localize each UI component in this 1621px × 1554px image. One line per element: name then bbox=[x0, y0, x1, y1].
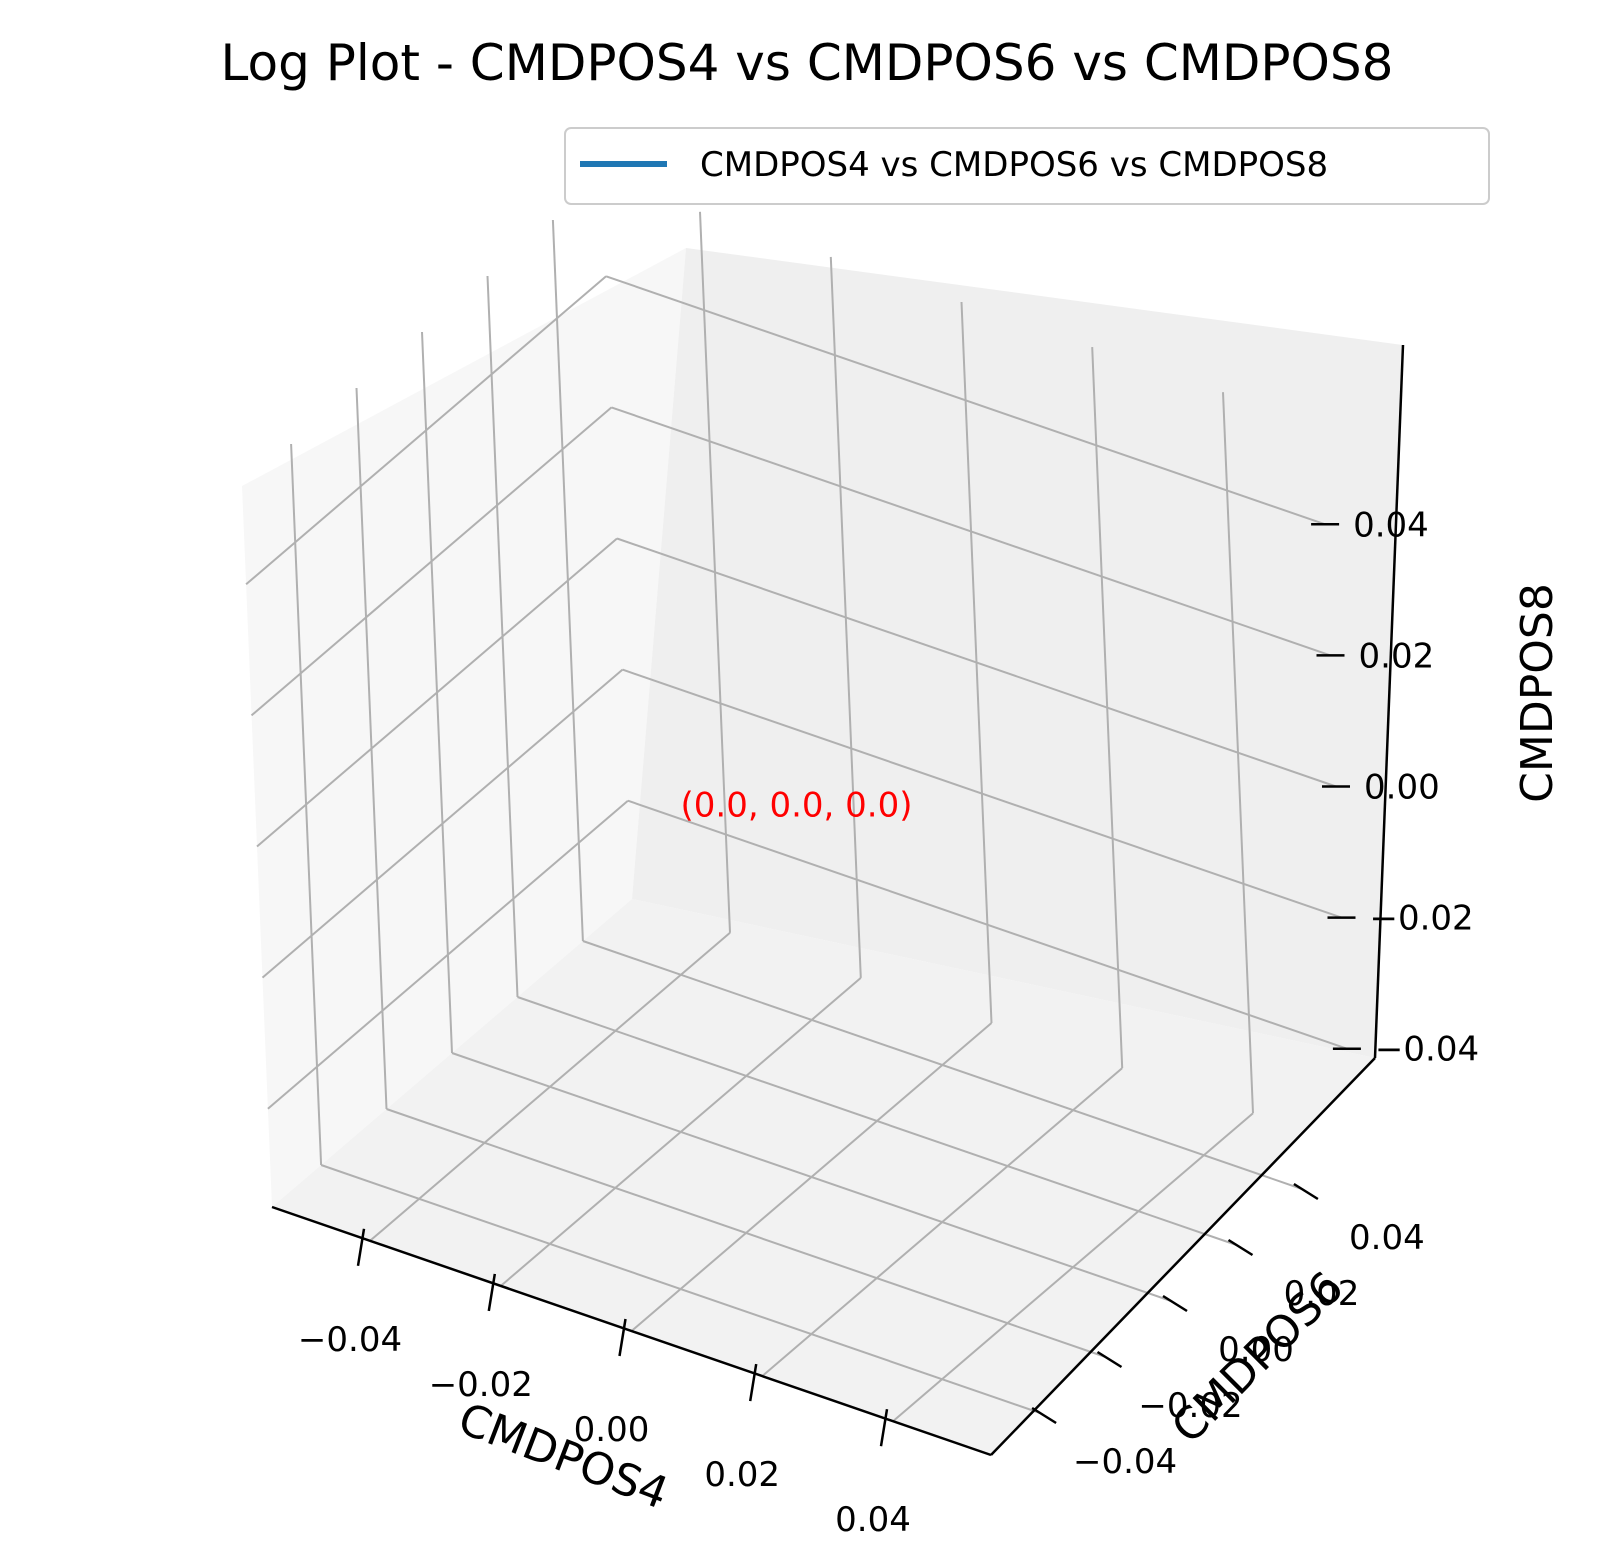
plot-ticks: −0.04 −0.04 −0.04 −0.02 −0.02 −0.02 0.00 0.00 0.… bbox=[298, 505, 1479, 1540]
grid-line-x-floor bbox=[892, 1112, 1254, 1422]
y-tick-mark bbox=[1096, 1350, 1123, 1369]
grid-line-y-floor bbox=[451, 1052, 1172, 1302]
z-tick-label: 0.00 bbox=[1364, 768, 1440, 808]
y-axis-label: CMDPOS6 bbox=[1162, 1262, 1353, 1453]
grid-line-y-floor bbox=[517, 996, 1237, 1246]
x-tick-mark bbox=[748, 1363, 758, 1402]
y-tick-label: 0.02 bbox=[1284, 1274, 1360, 1314]
y-tick-mark bbox=[1031, 1406, 1057, 1425]
grid-line-z-left bbox=[256, 537, 618, 848]
back-pane bbox=[632, 248, 1403, 1058]
x-tick-label: 0.00 bbox=[574, 1410, 650, 1450]
y-tick-mark bbox=[1293, 1182, 1319, 1201]
y-tick-label: −0.02 bbox=[1138, 1386, 1242, 1426]
z-axis-line bbox=[1373, 344, 1405, 1059]
x-tick-label: −0.04 bbox=[298, 1320, 402, 1360]
z-tick-label: −0.04 bbox=[1375, 1030, 1479, 1070]
x-tick-label: −0.02 bbox=[429, 1365, 533, 1405]
legend-box bbox=[564, 127, 1490, 205]
grid-line-z-left bbox=[250, 406, 613, 717]
grid-line-z-back bbox=[605, 275, 1326, 526]
y-tick-label: 0.00 bbox=[1218, 1330, 1294, 1370]
grid-line-x-floor bbox=[761, 1067, 1123, 1377]
point-annotation: (0.0, 0.0, 0.0) bbox=[681, 786, 913, 826]
x-tick-mark bbox=[618, 1318, 627, 1357]
z-tick-label: 0.02 bbox=[1359, 636, 1435, 676]
grid-line-z-back bbox=[611, 406, 1331, 657]
legend-series-label: CMDPOS4 vs CMDPOS6 vs CMDPOS8 bbox=[700, 145, 1328, 185]
grid-line-y-left bbox=[551, 219, 584, 942]
floor-pane bbox=[272, 899, 1375, 1455]
y-tick-label: −0.04 bbox=[1073, 1442, 1177, 1482]
left-pane bbox=[242, 248, 686, 1207]
grid-line-y-left bbox=[486, 275, 519, 998]
grid-line-x-back bbox=[1222, 392, 1254, 1114]
plot-grid bbox=[245, 211, 1348, 1422]
plot-panes bbox=[242, 248, 1403, 1455]
grid-line-x-back bbox=[1091, 347, 1124, 1069]
y-tick-mark bbox=[1162, 1294, 1188, 1313]
y-tick-label: 0.04 bbox=[1349, 1218, 1425, 1258]
chart-title: Log Plot - CMDPOS4 vs CMDPOS6 vs CMDPOS8 bbox=[221, 34, 1394, 92]
z-axis-label: CMDPOS8 bbox=[1512, 583, 1563, 803]
y-tick-mark bbox=[1227, 1238, 1254, 1257]
z-tick-label: −0.02 bbox=[1370, 899, 1474, 939]
z-tick-label: 0.04 bbox=[1353, 505, 1429, 545]
legend: CMDPOS4 vs CMDPOS6 vs CMDPOS8 bbox=[564, 127, 1490, 205]
x-tick-mark bbox=[487, 1273, 497, 1312]
plot-axes bbox=[271, 344, 1405, 1457]
grid-line-y-floor bbox=[582, 940, 1303, 1190]
y-axis-line bbox=[990, 1057, 1376, 1456]
x-tick-label: 0.04 bbox=[835, 1500, 911, 1540]
x-tick-mark bbox=[879, 1408, 889, 1447]
grid-line-z-back bbox=[616, 537, 1337, 788]
x-tick-mark bbox=[356, 1228, 366, 1267]
x-tick-label: 0.02 bbox=[704, 1455, 780, 1495]
x-axis-line bbox=[271, 1205, 992, 1457]
grid-line-z-left bbox=[245, 275, 607, 586]
